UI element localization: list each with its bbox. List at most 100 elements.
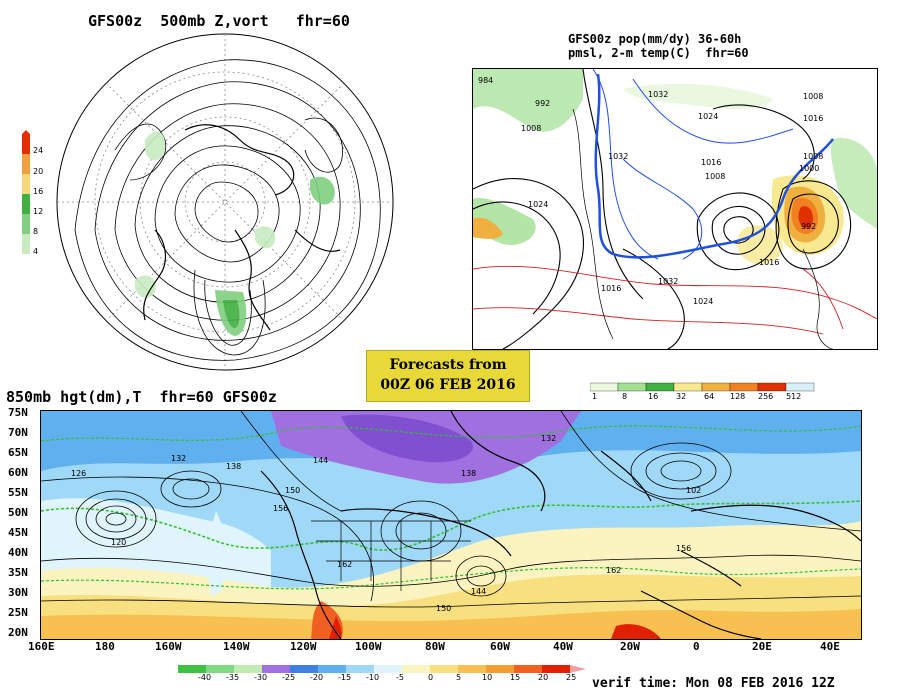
lon-label-80w: 80W [425, 640, 445, 653]
cb500-label-20: 20 [33, 167, 44, 176]
svg-text:1016: 1016 [701, 158, 721, 167]
temp-colorbar-svg [178, 665, 586, 673]
svg-text:1016: 1016 [803, 114, 823, 123]
cbtemp-label-5: 5 [456, 673, 462, 682]
polar-500mb-map [55, 30, 395, 375]
lon-label-0: 0 [693, 640, 700, 653]
svg-text:1008: 1008 [803, 152, 823, 161]
svg-text:1016: 1016 [759, 258, 779, 267]
panel-precip-title-1: GFS00z pop(mm/dy) 36-60h [568, 32, 742, 46]
colorbar-500mb-svg [22, 130, 30, 254]
contour-label-138b: 138 [461, 469, 476, 478]
lat-label-25n: 25N [8, 606, 28, 619]
contour-label-126a: 126 [71, 469, 86, 478]
svg-text:1024: 1024 [693, 297, 713, 306]
lon-label-100w: 100W [355, 640, 382, 653]
panel-850mb-title: 850mb hgt(dm),T fhr=60 GFS00z [6, 388, 277, 406]
lon-label-140w: 140W [223, 640, 250, 653]
svg-text:1008: 1008 [521, 124, 541, 133]
svg-text:984: 984 [478, 76, 493, 85]
lon-axis: 160E 180 160W 140W 120W 100W 80W 60W 40W… [0, 640, 900, 656]
contour-label-150b: 150 [436, 604, 451, 613]
lon-label-120w: 120W [290, 640, 317, 653]
svg-text:1032: 1032 [608, 152, 628, 161]
cbprecip-label-512: 512 [786, 392, 802, 401]
lat-label-40n: 40N [8, 546, 28, 559]
cb500-label-16: 16 [33, 187, 44, 196]
cbprecip-label-128: 128 [730, 392, 746, 401]
lon-label-160w: 160W [155, 640, 182, 653]
precip-colorbar: 1 8 16 32 64 128 256 512 [589, 380, 830, 404]
map-850mb: 126 132 138 144 150 156 162 120 102 144 … [40, 410, 862, 640]
precip-map-svg: 984 992 1008 1032 1024 1032 1024 1016 10… [473, 69, 877, 349]
cb500-label-12: 12 [33, 207, 44, 216]
svg-text:1032: 1032 [648, 90, 668, 99]
cbtemp-label-m25: -25 [282, 673, 296, 682]
polar-map-svg [56, 33, 394, 371]
lon-label-180: 180 [95, 640, 115, 653]
cbprecip-label-16: 16 [648, 392, 659, 401]
cbprecip-label-8: 8 [622, 392, 628, 401]
cbtemp-label-m5: -5 [396, 673, 404, 682]
lat-label-70n: 70N [8, 426, 28, 439]
panel-precip-title-2: pmsl, 2-m temp(C) fhr=60 [568, 46, 749, 60]
contour-label-138a: 138 [226, 462, 241, 471]
contour-label-156b: 156 [676, 544, 691, 553]
contour-label-132b: 132 [541, 434, 556, 443]
lat-label-55n: 55N [8, 486, 28, 499]
lon-label-20e: 20E [752, 640, 772, 653]
contour-label-144a: 144 [313, 456, 328, 465]
cbtemp-label-m15: -15 [338, 673, 352, 682]
temp-colorbar: -40 -35 -30 -25 -20 -15 -10 -5 0 5 10 15… [178, 660, 598, 688]
cb500-label-24: 24 [33, 146, 44, 155]
contour-label-132a: 132 [171, 454, 186, 463]
forecast-init-line2: 00Z 06 FEB 2016 [380, 377, 516, 393]
svg-text:1008: 1008 [705, 172, 725, 181]
lat-label-20n: 20N [8, 626, 28, 639]
contour-label-162a: 162 [337, 560, 352, 569]
cbtemp-label-m20: -20 [310, 673, 324, 682]
cbtemp-label-20: 20 [538, 673, 549, 682]
svg-text:1000: 1000 [799, 164, 819, 173]
svg-text:1032: 1032 [658, 277, 678, 286]
forecast-init-line1: Forecasts from [389, 357, 507, 373]
svg-text:992: 992 [801, 222, 816, 231]
cbtemp-label-m40: -40 [198, 673, 212, 682]
contour-label-156a: 156 [273, 504, 288, 513]
lon-label-40e: 40E [820, 640, 840, 653]
lon-label-20w: 20W [620, 640, 640, 653]
cbprecip-label-32: 32 [676, 392, 687, 401]
lat-label-65n: 65N [8, 446, 28, 459]
svg-text:1024: 1024 [528, 200, 548, 209]
lat-label-75n: 75N [8, 406, 28, 419]
cbtemp-label-m35: -35 [226, 673, 240, 682]
map-850mb-svg: 126 132 138 144 150 156 162 120 102 144 … [41, 411, 861, 639]
cbtemp-label-25: 25 [566, 673, 577, 682]
svg-text:1024: 1024 [698, 112, 718, 121]
cbtemp-label-0: 0 [428, 673, 434, 682]
cbtemp-label-15: 15 [510, 673, 521, 682]
lon-label-60w: 60W [490, 640, 510, 653]
forecast-init-box: Forecasts from 00Z 06 FEB 2016 [366, 350, 530, 402]
lon-label-40w: 40W [553, 640, 573, 653]
lat-axis: 75N 70N 65N 60N 55N 50N 45N 40N 35N 30N … [0, 404, 40, 644]
lon-label-160e: 160E [28, 640, 55, 653]
lat-label-50n: 50N [8, 506, 28, 519]
svg-text:1016: 1016 [601, 284, 621, 293]
svg-text:1008: 1008 [803, 92, 823, 101]
lat-label-35n: 35N [8, 566, 28, 579]
lat-label-60n: 60N [8, 466, 28, 479]
cb500-label-4: 4 [33, 247, 39, 256]
contour-label-120a: 120 [111, 538, 126, 547]
cb500-label-8: 8 [33, 227, 39, 236]
cbtemp-label-m30: -30 [254, 673, 268, 682]
cbprecip-label-64: 64 [704, 392, 715, 401]
cbtemp-label-m10: -10 [366, 673, 380, 682]
precip-colorbar-svg [589, 382, 815, 392]
contour-label-102a: 102 [686, 486, 701, 495]
cbtemp-label-10: 10 [482, 673, 493, 682]
lat-label-30n: 30N [8, 586, 28, 599]
contour-label-162b: 162 [606, 566, 621, 575]
cbprecip-label-1: 1 [592, 392, 598, 401]
cbprecip-label-256: 256 [758, 392, 774, 401]
